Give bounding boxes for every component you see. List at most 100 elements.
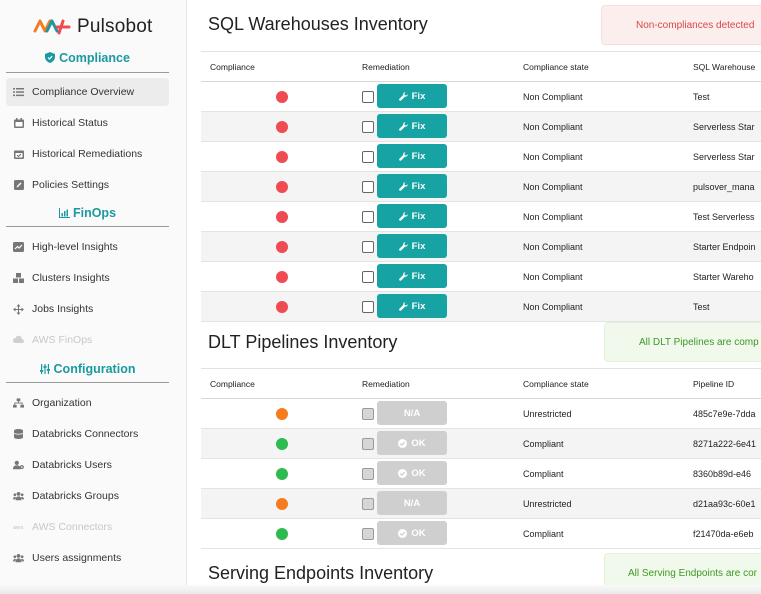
alert-text: All Serving Endpoints are cor [628, 567, 757, 579]
nav-label: Databricks Connectors [32, 428, 139, 440]
table-row: Fix Non Compliant Test [201, 82, 761, 112]
cubes-icon [13, 273, 24, 284]
nav-users-assignments[interactable]: Users assignments [6, 544, 169, 572]
nav-databricks-groups[interactable]: Databricks Groups [6, 482, 169, 510]
button-label: Fix [411, 210, 426, 222]
row-select-checkbox[interactable] [362, 271, 374, 283]
col-remediation: Remediation [362, 379, 410, 389]
list-icon [13, 87, 24, 98]
compliance-title-label: Compliance [59, 51, 130, 65]
wrench-icon [398, 301, 408, 311]
warehouse-name-cell: Serverless Star [693, 152, 755, 162]
nav-label: High-level Insights [32, 241, 118, 253]
warehouse-name-cell: Test Serverless [693, 212, 755, 222]
table-row: Fix Non Compliant Test Serverless [201, 202, 761, 232]
fix-button[interactable]: Fix [377, 294, 447, 318]
table-row: OK Compliant f21470da-e6eb [201, 519, 761, 549]
fix-button[interactable]: Fix [377, 264, 447, 288]
row-select-checkbox[interactable] [362, 301, 374, 313]
row-select-checkbox[interactable] [362, 151, 374, 163]
nav-historical-remediations[interactable]: Historical Remediations [6, 140, 169, 168]
nav-label: AWS FinOps [32, 334, 93, 346]
status-dot-red [276, 181, 288, 193]
status-dot-red [276, 151, 288, 163]
wrench-icon [398, 151, 408, 161]
nav-compliance-overview[interactable]: Compliance Overview [6, 78, 169, 106]
row-select-checkbox[interactable] [362, 181, 374, 193]
nav-high-level-insights[interactable]: High-level Insights [6, 233, 169, 261]
row-select-checkbox[interactable] [362, 91, 374, 103]
nav-clusters-insights[interactable]: Clusters Insights [6, 264, 169, 292]
compliance-state-cell: Non Compliant [523, 152, 583, 162]
sql-noncompliance-alert: Non-compliances detected [601, 5, 761, 45]
fix-button[interactable]: Fix [377, 234, 447, 258]
table-row: Fix Non Compliant Starter Wareho [201, 262, 761, 292]
sitemap-icon [13, 398, 24, 409]
check-circle-icon [398, 438, 408, 448]
section-divider [6, 226, 169, 227]
col-sql-warehouse: SQL Warehouse [693, 62, 756, 72]
check-circle-icon [398, 468, 408, 478]
button-label: Fix [411, 270, 426, 282]
ok-button: OK [377, 461, 447, 485]
ok-button: OK [377, 521, 447, 545]
status-dot-green [276, 468, 288, 480]
table-row: OK Compliant 8271a222-6e41 [201, 429, 761, 459]
dlt-compliance-alert: All DLT Pipelines are comp [604, 322, 761, 362]
row-select-checkbox [362, 498, 374, 510]
fix-button[interactable]: Fix [377, 114, 447, 138]
fix-button[interactable]: Fix [377, 144, 447, 168]
sql-warehouses-table: Compliance Remediation Compliance state … [201, 51, 761, 322]
row-select-checkbox [362, 408, 374, 420]
dlt-pipelines-table: Compliance Remediation Compliance state … [201, 368, 761, 549]
row-select-checkbox[interactable] [362, 121, 374, 133]
status-dot-red [276, 211, 288, 223]
wrench-icon [398, 181, 408, 191]
row-select-checkbox[interactable] [362, 241, 374, 253]
nav-organization[interactable]: Organization [6, 389, 169, 417]
arrows-icon [13, 303, 24, 315]
fix-button[interactable]: Fix [377, 204, 447, 228]
fix-button[interactable]: Fix [377, 84, 447, 108]
compliance-state-cell: Unrestricted [523, 409, 572, 419]
fix-button[interactable]: Fix [377, 174, 447, 198]
brand-name: Pulsobot [77, 16, 153, 37]
pulsobot-logo-icon [33, 19, 71, 35]
row-select-checkbox[interactable] [362, 211, 374, 223]
compliance-state-cell: Compliant [523, 469, 564, 479]
table-header: Compliance Remediation Compliance state … [201, 369, 761, 399]
nav-historical-status[interactable]: Historical Status [6, 109, 169, 137]
nav-jobs-insights[interactable]: Jobs Insights [6, 295, 169, 323]
status-dot-green [276, 438, 288, 450]
users-icon [13, 553, 24, 564]
wrench-icon [398, 211, 408, 221]
warehouse-name-cell: Test [693, 92, 710, 102]
button-label: Fix [411, 90, 426, 102]
table-row: OK Compliant 8360b89d-e46 [201, 459, 761, 489]
section-divider [6, 382, 169, 383]
nav-databricks-connectors[interactable]: Databricks Connectors [6, 420, 169, 448]
wrench-icon [398, 241, 408, 251]
table-row: Fix Non Compliant Serverless Star [201, 142, 761, 172]
nav-policies-settings[interactable]: Policies Settings [6, 171, 169, 199]
nav-label: Organization [32, 397, 92, 409]
pipeline-id-cell: 8360b89d-e46 [693, 469, 752, 479]
users-icon [13, 491, 24, 502]
button-label: Fix [411, 150, 426, 162]
nav-label: Compliance Overview [32, 86, 135, 98]
button-label: Fix [411, 240, 426, 252]
status-dot-red [276, 241, 288, 253]
chart-icon [13, 242, 24, 253]
check-circle-icon [398, 528, 408, 538]
compliance-state-cell: Non Compliant [523, 272, 583, 282]
nav-databricks-users[interactable]: Databricks Users [6, 451, 169, 479]
compliance-state-cell: Non Compliant [523, 302, 583, 312]
compliance-state-cell: Compliant [523, 529, 564, 539]
brand-logo[interactable]: Pulsobot [33, 14, 153, 40]
chart-line-icon [58, 207, 70, 221]
nav-label: Databricks Users [32, 459, 112, 471]
na-button: N/A [377, 491, 447, 515]
table-row: N/A Unrestricted d21aa93c-60e1 [201, 489, 761, 519]
database-icon [13, 429, 24, 440]
shield-icon [45, 52, 56, 66]
